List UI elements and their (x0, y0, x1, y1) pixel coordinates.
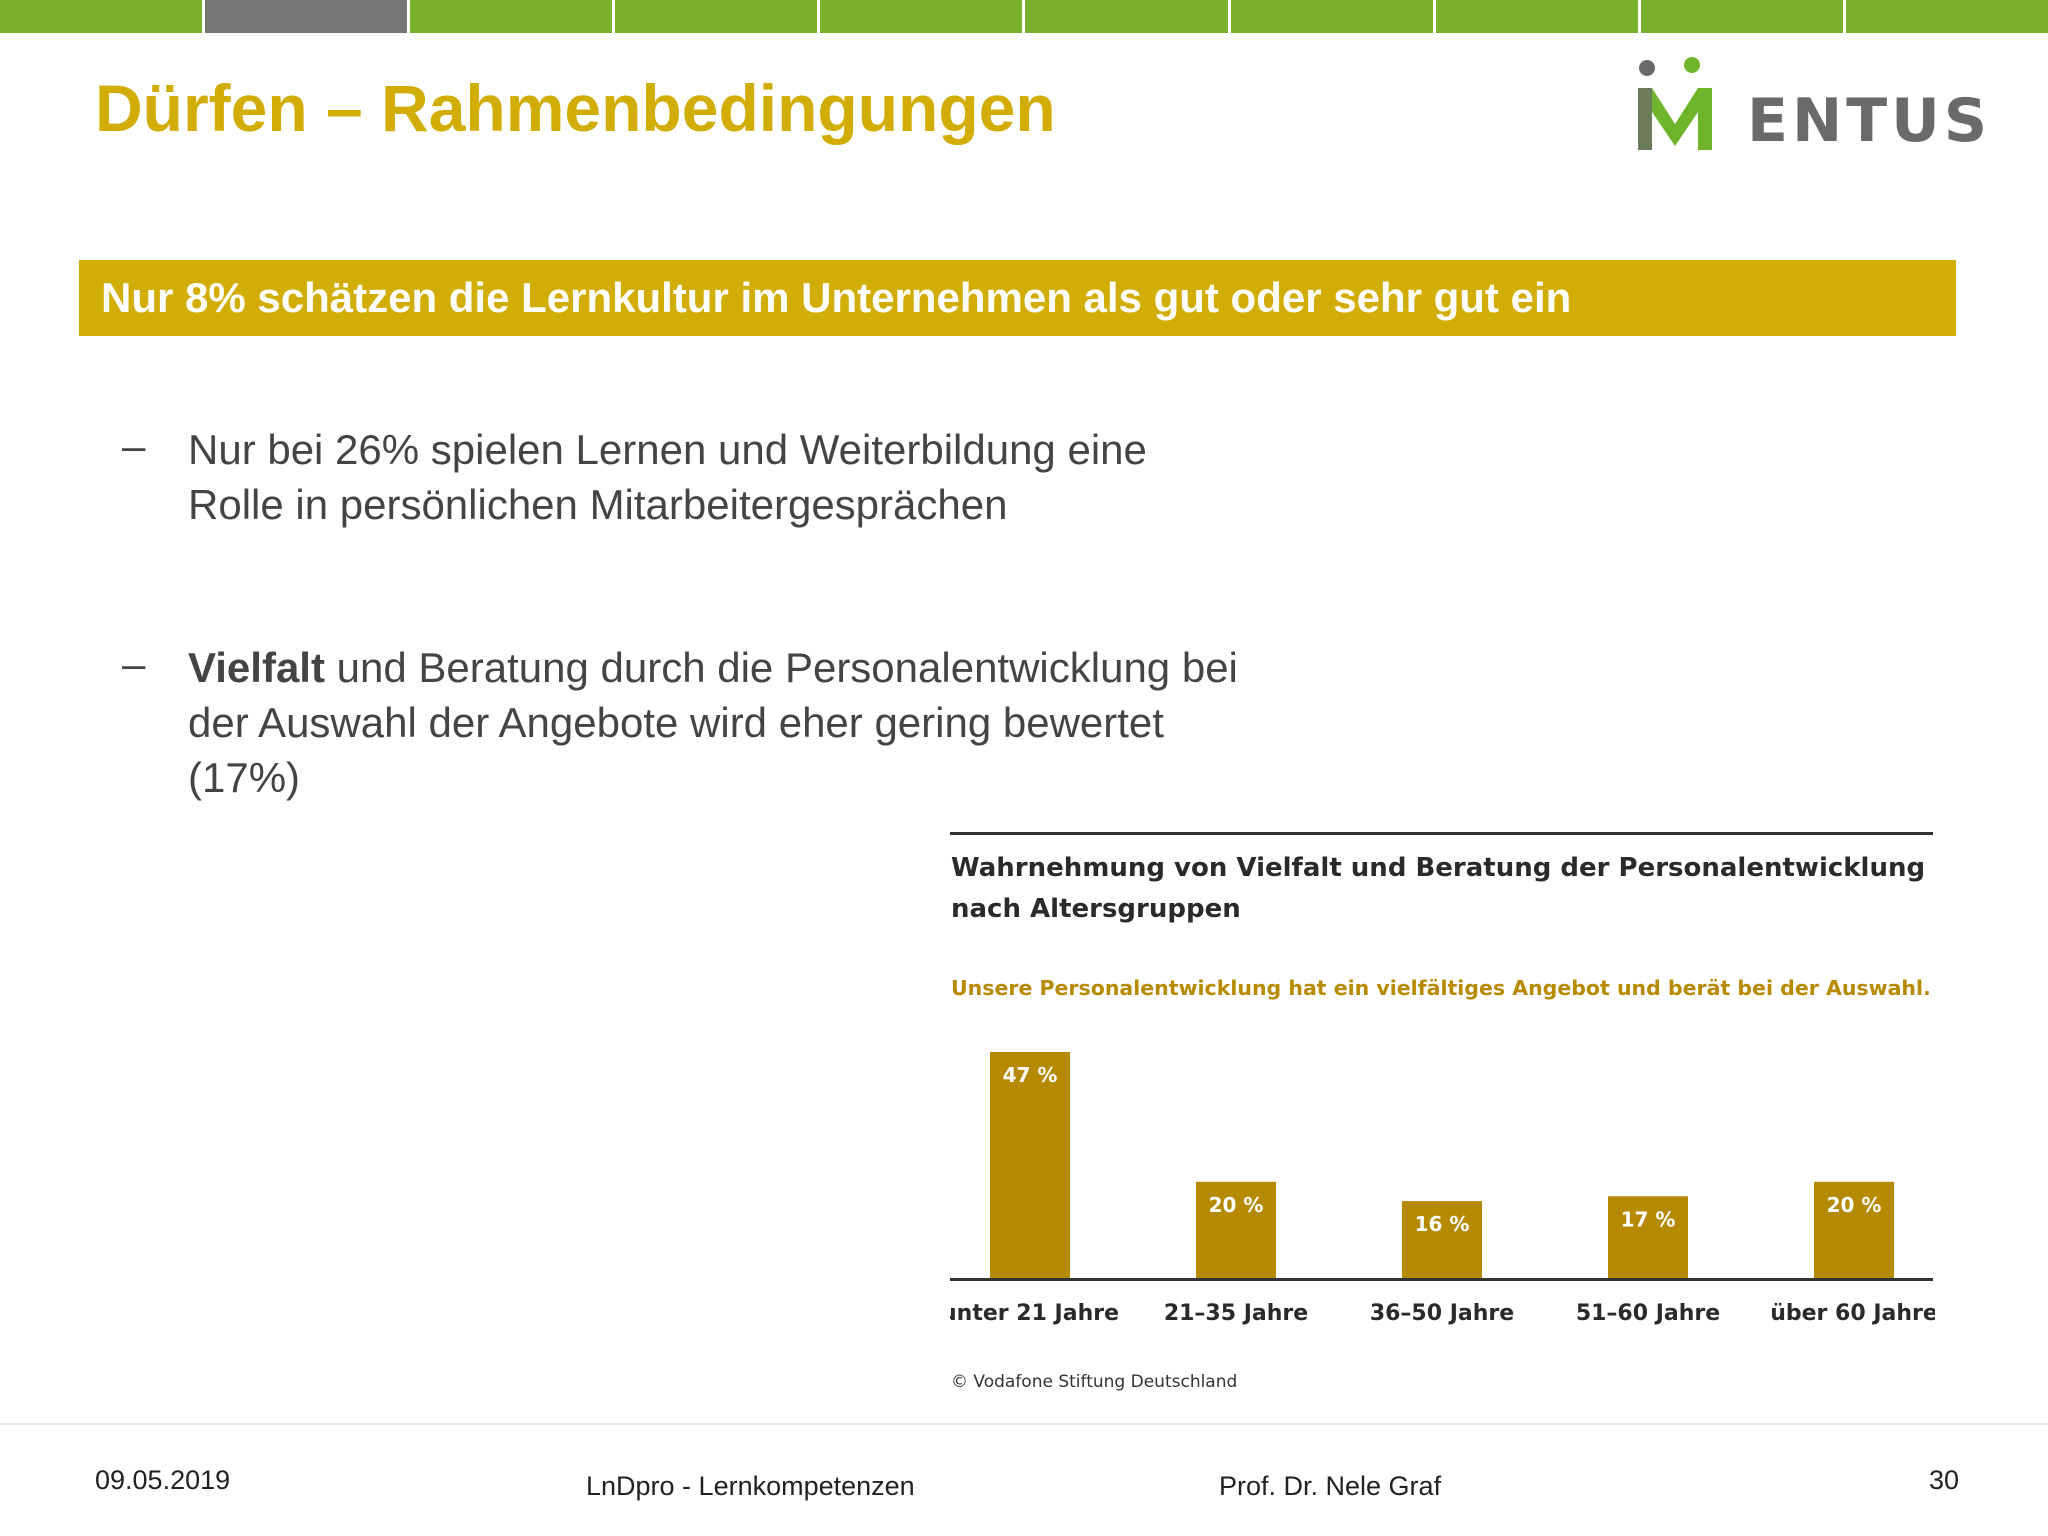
top-bar-segment (1845, 0, 2048, 33)
bullet-item-1: – Nur bei 26% spielen Lernen und Weiterb… (122, 422, 1222, 592)
bar-value-label: 20 % (1827, 1193, 1882, 1217)
chart-baseline (950, 1278, 1933, 1281)
top-bar-segment (410, 0, 616, 33)
bullet-text: Vielfalt und Beratung durch die Personal… (188, 640, 1238, 805)
footer-date: 09.05.2019 (95, 1465, 231, 1495)
bullet-text: Nur bei 26% spielen Lernen und Weiterbil… (188, 426, 1147, 528)
top-bar-segment (1435, 0, 1641, 33)
chart-top-rule (950, 832, 1933, 835)
category-label: unter 21 Jahre (950, 1301, 1119, 1326)
top-bar-segment (1025, 0, 1231, 33)
footer-course: LnDpro - Lernkompetenzen (586, 1471, 915, 1501)
footer-author: Prof. Dr. Nele Graf (1219, 1471, 1442, 1501)
bullet-item-2: – Vielfalt und Beratung durch die Person… (122, 640, 1238, 810)
headline-banner-text: Nur 8% schätzen die Lernkultur im Untern… (101, 274, 1572, 321)
age-group-bar-chart: Wahrnehmung von Vielfalt und Beratung de… (950, 828, 1935, 1403)
category-label: 51–60 Jahre (1576, 1301, 1720, 1326)
logo-mark (1638, 57, 1712, 150)
bar-value-label: 16 % (1415, 1212, 1470, 1236)
bar-value-label: 47 % (1003, 1063, 1058, 1087)
bar-3 (1402, 1201, 1482, 1278)
bar-2 (1196, 1181, 1276, 1278)
chart-plot: 47 % unter 21 Jahre 20 % 21–35 Jahre 16 % 36–… (950, 1052, 1935, 1326)
footer-page-number: 30 (1929, 1465, 1960, 1495)
top-color-bar (0, 0, 2048, 33)
top-bar-segment (205, 0, 411, 33)
top-bar-segment (820, 0, 1026, 33)
bullet-rest-text: und Beratung durch die Personalentwicklu… (188, 644, 1238, 801)
chart-subtitle: Unsere Personalentwicklung hat ein vielf… (951, 976, 1931, 1000)
logo-dot-green (1684, 57, 1700, 73)
bullet-dash: – (122, 422, 146, 469)
category-label: 36–50 Jahre (1370, 1301, 1514, 1326)
logo-wordmark: ENTUS (1747, 86, 1992, 156)
top-bar-segment (1230, 0, 1436, 33)
category-label: 21–35 Jahre (1164, 1301, 1308, 1326)
top-bar-segment (615, 0, 821, 33)
chart-source: © Vodafone Stiftung Deutschland (951, 1372, 1238, 1392)
top-bar-segment (0, 0, 206, 33)
bar-1 (990, 1052, 1070, 1278)
category-label: über 60 Jahre (1770, 1301, 1935, 1326)
mentus-logo: ENTUS (1630, 52, 2010, 162)
bar-4 (1608, 1196, 1688, 1278)
logo-dot-gray (1639, 60, 1655, 76)
bar-value-label: 17 % (1621, 1207, 1676, 1231)
chart-title: Wahrnehmung von Vielfalt und Beratung de… (951, 853, 1926, 924)
headline-banner: Nur 8% schätzen die Lernkultur im Untern… (79, 260, 1956, 336)
top-bar-segment (1640, 0, 1846, 33)
bullet-dash: – (122, 640, 146, 687)
slide-title: Dürfen – Rahmenbedingungen (95, 71, 1056, 145)
logo-letter-m (1638, 88, 1712, 150)
bar-5 (1814, 1181, 1894, 1278)
bar-value-label: 20 % (1209, 1193, 1264, 1217)
logo-stem-gray (1638, 88, 1652, 150)
footer-divider (0, 1423, 2048, 1425)
bullet-bold-word: Vielfalt (188, 644, 325, 691)
